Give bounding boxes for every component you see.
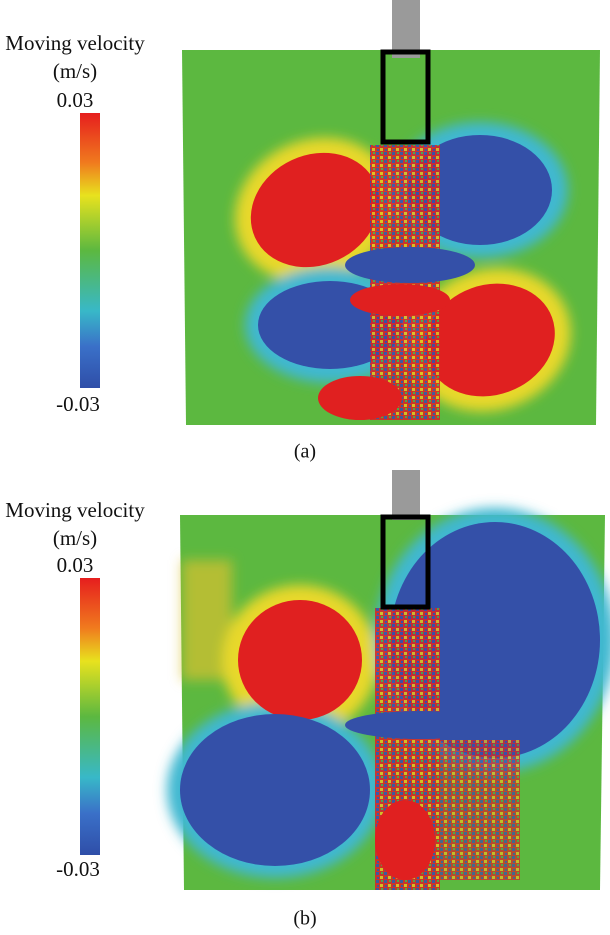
figure: Moving velocity (m/s) 0.03 -0.03 (a) [0, 0, 610, 935]
panel-label: (a) [294, 441, 316, 463]
colorbar-min: -0.03 [56, 392, 100, 416]
colorbar-title: Moving velocity [5, 498, 145, 522]
shaft [392, 470, 420, 520]
panel-b: Moving velocity (m/s) 0.03 -0.03 (b) [5, 470, 610, 930]
panel-a: Moving velocity (m/s) 0.03 -0.03 (a) [5, 0, 600, 463]
colorbar-unit: (m/s) [53, 526, 97, 550]
colorbar-title: Moving velocity [5, 31, 145, 55]
panel-label: (b) [293, 908, 316, 930]
velocity-field [167, 508, 610, 890]
colorbar-unit: (m/s) [53, 59, 97, 83]
colorbar-max: 0.03 [57, 553, 94, 577]
colorbar [80, 113, 100, 388]
colorbar-min: -0.03 [56, 857, 100, 881]
shaft [392, 0, 420, 58]
colorbar [80, 578, 100, 855]
colorbar-max: 0.03 [57, 88, 94, 112]
velocity-field [182, 50, 600, 434]
